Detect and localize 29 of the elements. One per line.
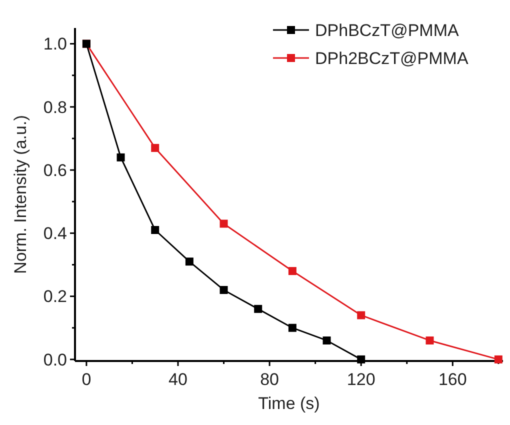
point — [288, 267, 296, 276]
point — [357, 355, 366, 364]
point — [322, 336, 331, 344]
point — [220, 220, 228, 228]
x-axis-title: Time (s) — [258, 394, 320, 413]
y-tick-label: 0.8 — [43, 98, 67, 117]
y-axis-title: Norm. Intensity (a.u.) — [11, 115, 30, 274]
point — [220, 286, 228, 294]
point — [357, 311, 366, 320]
x-tick-label: 0 — [82, 370, 92, 389]
x-tick-label: 120 — [346, 370, 376, 389]
x-tick-label: 40 — [168, 370, 188, 389]
point — [288, 324, 296, 332]
y-tick-label: 0.2 — [43, 287, 67, 306]
point — [254, 304, 262, 313]
x-tick-label: 160 — [438, 370, 467, 389]
point — [151, 226, 160, 234]
y-tick-label: 1.0 — [43, 34, 67, 54]
legend-label: DPh2BCzT@PMMA — [315, 48, 469, 68]
point — [116, 153, 125, 162]
y-tick-label: 0.6 — [43, 160, 67, 180]
y-tick-label: 0.0 — [43, 350, 67, 370]
legend-label: DPhBCzT@PMMA — [315, 20, 460, 40]
point — [185, 258, 194, 266]
point — [151, 144, 160, 152]
x-tick-label: 80 — [260, 370, 280, 389]
y-tick-label: 0.4 — [43, 224, 67, 244]
point — [494, 355, 502, 364]
point — [426, 336, 434, 344]
